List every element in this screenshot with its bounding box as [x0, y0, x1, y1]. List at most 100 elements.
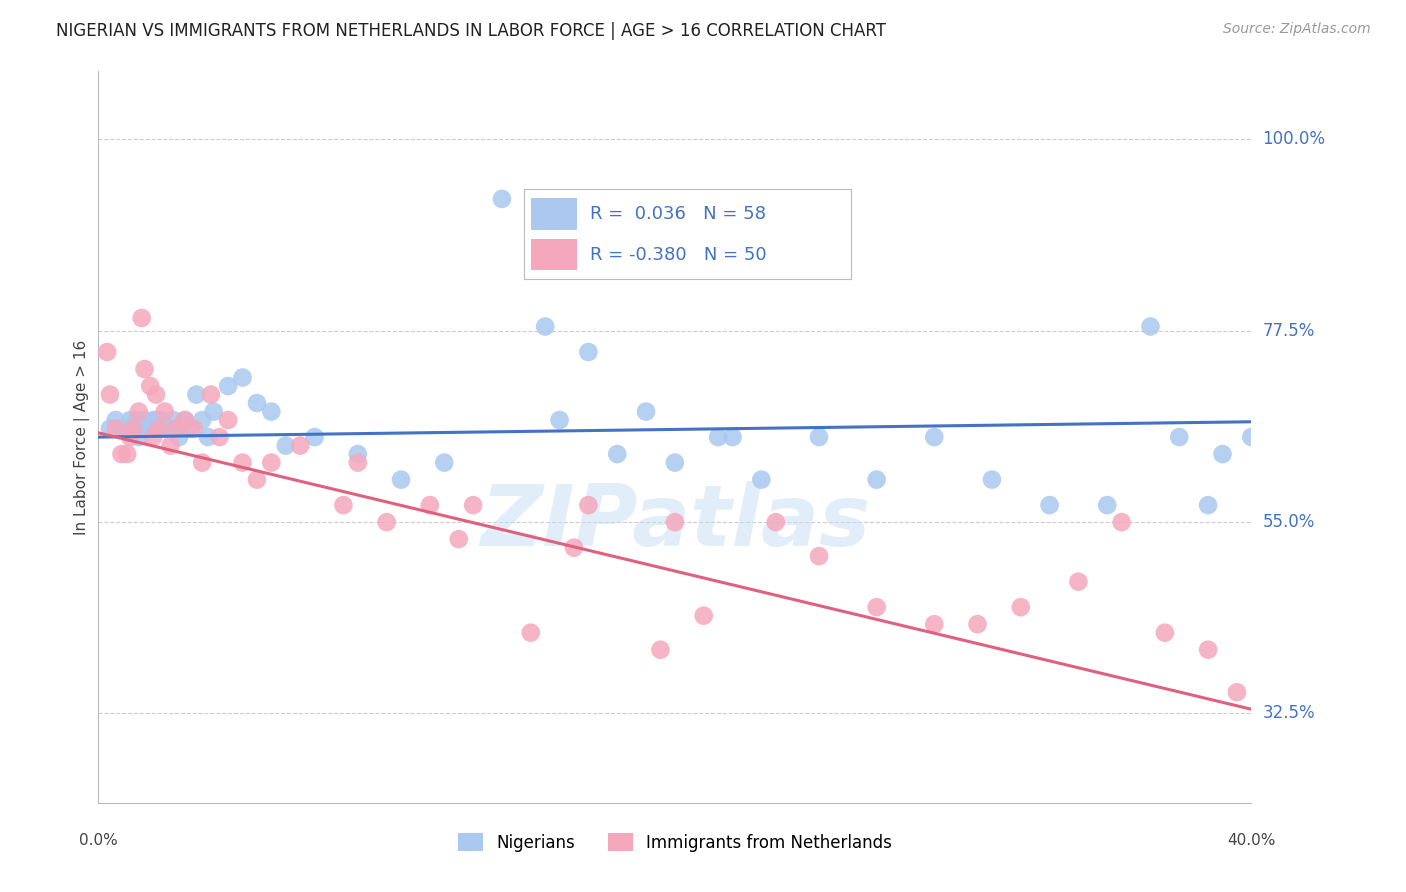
Point — [125, 413, 148, 427]
Point — [491, 192, 513, 206]
Bar — [531, 238, 576, 269]
Text: ZIPatlas: ZIPatlas — [479, 481, 870, 564]
Text: NIGERIAN VS IMMIGRANTS FROM NETHERLANDS IN LABOR FORCE | AGE > 16 CORRELATION CH: NIGERIAN VS IMMIGRANTS FROM NETHERLANDS … — [56, 22, 886, 40]
Point — [419, 498, 441, 512]
Point — [1010, 600, 1032, 615]
Point — [578, 345, 600, 359]
Point — [534, 319, 557, 334]
Text: 55.0%: 55.0% — [1263, 513, 1315, 531]
Point — [664, 456, 686, 470]
Point — [693, 608, 716, 623]
Point — [1154, 625, 1177, 640]
Point — [463, 498, 485, 512]
Point — [375, 515, 398, 529]
Point — [183, 421, 205, 435]
Point — [274, 439, 297, 453]
Text: 77.5%: 77.5% — [1263, 322, 1315, 340]
Text: R =  0.036   N = 58: R = 0.036 N = 58 — [591, 205, 766, 224]
Point — [1240, 430, 1263, 444]
Point — [217, 413, 239, 427]
Point — [217, 379, 239, 393]
Point — [347, 456, 370, 470]
Point — [122, 421, 145, 435]
Point — [167, 430, 190, 444]
Point — [139, 421, 162, 435]
Point — [1097, 498, 1119, 512]
Point — [808, 549, 831, 563]
Point — [136, 421, 159, 435]
Point — [153, 421, 176, 435]
Point — [1039, 498, 1062, 512]
Point — [174, 413, 197, 427]
Point — [433, 456, 456, 470]
Point — [548, 413, 571, 427]
Point — [260, 456, 283, 470]
Point — [134, 362, 156, 376]
Point — [924, 430, 946, 444]
Point — [260, 404, 283, 418]
Point — [159, 421, 181, 435]
Point — [186, 387, 208, 401]
Point — [1212, 447, 1234, 461]
Point — [142, 413, 165, 427]
Point — [636, 404, 658, 418]
Point — [721, 430, 744, 444]
Point — [165, 421, 187, 435]
Point — [578, 498, 600, 512]
Point — [208, 430, 231, 444]
Point — [606, 447, 628, 461]
Point — [134, 413, 156, 427]
Point — [447, 532, 470, 546]
Point — [150, 413, 173, 427]
Point — [751, 473, 773, 487]
Point — [765, 515, 787, 529]
Point — [562, 541, 585, 555]
Point — [174, 413, 197, 427]
Point — [110, 421, 132, 435]
Point — [924, 617, 946, 632]
Point — [231, 456, 254, 470]
Point — [98, 421, 121, 435]
Legend: Nigerians, Immigrants from Netherlands: Nigerians, Immigrants from Netherlands — [450, 825, 900, 860]
Point — [290, 439, 312, 453]
Point — [1197, 498, 1219, 512]
Point — [981, 473, 1004, 487]
Point — [332, 498, 354, 512]
Point — [104, 421, 127, 435]
Point — [156, 421, 179, 435]
Point — [304, 430, 326, 444]
Point — [1111, 515, 1133, 529]
Text: 0.0%: 0.0% — [79, 833, 118, 848]
Point — [231, 370, 254, 384]
Point — [153, 404, 176, 418]
Point — [1168, 430, 1191, 444]
Point — [664, 515, 686, 529]
Point — [707, 430, 730, 444]
Point — [128, 404, 150, 418]
Point — [1197, 642, 1219, 657]
Point — [142, 430, 165, 444]
Point — [98, 387, 121, 401]
Point — [148, 421, 170, 435]
Text: R = -0.380   N = 50: R = -0.380 N = 50 — [591, 245, 766, 264]
Point — [197, 430, 219, 444]
Point — [110, 447, 132, 461]
Text: 40.0%: 40.0% — [1227, 833, 1275, 848]
Point — [117, 447, 139, 461]
Point — [347, 447, 370, 461]
Point — [650, 642, 672, 657]
Point — [246, 473, 269, 487]
Point — [145, 387, 167, 401]
Point — [104, 413, 127, 427]
Point — [1226, 685, 1249, 699]
Point — [131, 311, 153, 326]
Point — [808, 430, 831, 444]
Point — [1067, 574, 1090, 589]
Y-axis label: In Labor Force | Age > 16: In Labor Force | Age > 16 — [75, 340, 90, 534]
Point — [866, 600, 889, 615]
Point — [202, 404, 225, 418]
Point — [117, 421, 139, 435]
Point — [148, 421, 170, 435]
Point — [159, 439, 181, 453]
Point — [200, 387, 222, 401]
